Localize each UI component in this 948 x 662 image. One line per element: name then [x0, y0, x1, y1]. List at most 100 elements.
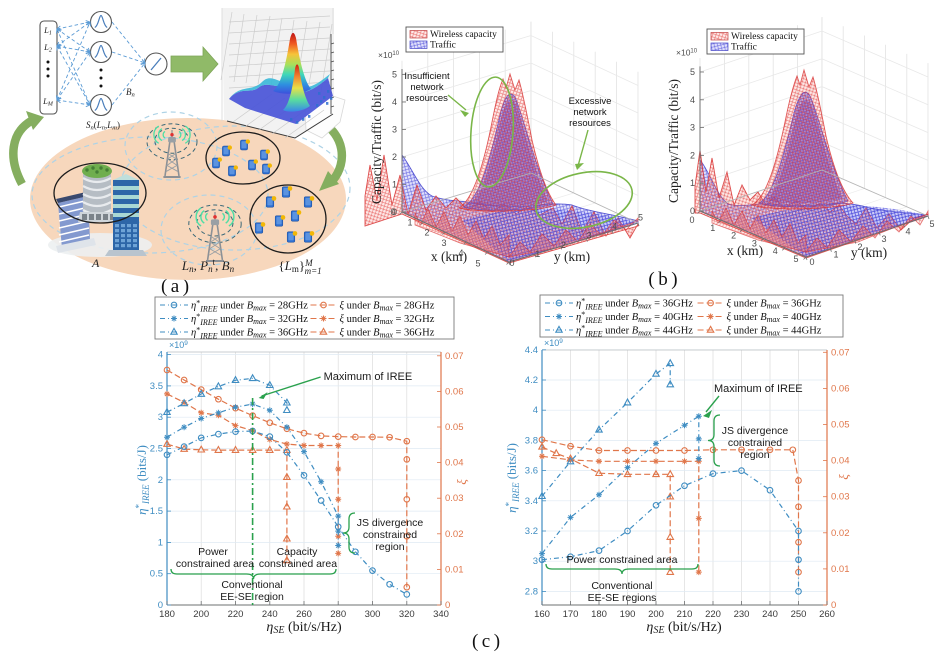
svg-text:4: 4 [392, 97, 397, 107]
svg-text:220: 220 [228, 609, 244, 620]
svg-text:L1: L1 [43, 25, 52, 37]
svg-text:constrained area: constrained area [259, 558, 337, 570]
svg-text:3: 3 [533, 556, 538, 567]
svg-text:2: 2 [158, 475, 163, 486]
svg-text:resources: resources [569, 118, 611, 129]
svg-text:{Lm}Mm=1: {Lm}M m=1 [278, 258, 321, 276]
svg-text:1: 1 [535, 249, 540, 259]
svg-text:260: 260 [819, 609, 835, 620]
svg-text:2: 2 [857, 242, 862, 252]
svg-text:320: 320 [399, 609, 415, 620]
svg-text:network: network [573, 107, 607, 118]
svg-text:4: 4 [612, 222, 617, 232]
svg-text:Insufficient: Insufficient [404, 71, 450, 82]
svg-text:EE-SE region: EE-SE region [220, 591, 284, 603]
svg-text:210: 210 [677, 609, 693, 620]
svg-text:×109: ×109 [169, 340, 188, 350]
svg-text:1.5: 1.5 [150, 506, 163, 517]
svg-text:220: 220 [705, 609, 721, 620]
svg-text:0.03: 0.03 [831, 492, 850, 503]
svg-text:Excessive: Excessive [569, 96, 612, 107]
svg-text:1: 1 [158, 537, 163, 548]
svg-text:x (km): x (km) [727, 243, 763, 258]
svg-text:5: 5 [793, 254, 798, 264]
svg-text:Sn(Ln,Lm): Sn(Ln,Lm) [86, 120, 120, 132]
svg-text:η*IREE under Bmax = 28GHz: η*IREE under Bmax = 28GHz [191, 299, 308, 314]
svg-text:240: 240 [762, 609, 778, 620]
svg-text:1: 1 [690, 178, 695, 188]
svg-text:180: 180 [591, 609, 607, 620]
svg-text:Power: Power [198, 546, 228, 558]
svg-text:Wireless capacity: Wireless capacity [731, 32, 798, 42]
svg-text:0: 0 [392, 207, 397, 217]
svg-text:0.07: 0.07 [445, 351, 464, 362]
svg-text:network: network [410, 82, 444, 93]
svg-text:Conventional: Conventional [591, 580, 652, 592]
svg-text:4.4: 4.4 [525, 345, 538, 356]
svg-text:Wireless capacity: Wireless capacity [430, 30, 497, 40]
svg-text:ξ: ξ [454, 479, 469, 485]
svg-text:ξ under Bmax = 36GHz: ξ under Bmax = 36GHz [339, 328, 434, 340]
svg-text:×1010: ×1010 [676, 47, 698, 57]
svg-text:0: 0 [809, 257, 814, 267]
svg-text:y (km): y (km) [851, 245, 887, 260]
svg-text:2.8: 2.8 [525, 586, 538, 597]
svg-text:1: 1 [710, 223, 715, 233]
svg-text:200: 200 [648, 609, 664, 620]
svg-text:3.5: 3.5 [150, 381, 163, 392]
svg-text:×109: ×109 [544, 338, 563, 348]
svg-text:0.05: 0.05 [831, 420, 850, 431]
svg-text:0: 0 [445, 600, 450, 611]
svg-text:η*IREE (bits/J): η*IREE (bits/J) [134, 445, 151, 515]
svg-text:4: 4 [773, 246, 778, 256]
svg-text:170: 170 [563, 609, 579, 620]
svg-text:200: 200 [193, 609, 209, 620]
svg-text:180: 180 [159, 609, 175, 620]
svg-text:3.4: 3.4 [525, 496, 538, 507]
svg-text:Maximum of IREE: Maximum of IREE [714, 383, 803, 395]
svg-text:3: 3 [881, 234, 886, 244]
svg-text:Capacity: Capacity [277, 546, 319, 558]
svg-text:0.07: 0.07 [831, 347, 850, 358]
svg-text:190: 190 [620, 609, 636, 620]
svg-text:4: 4 [158, 350, 163, 361]
svg-text:region: region [740, 449, 769, 461]
svg-text:0: 0 [509, 258, 514, 268]
svg-text:3.2: 3.2 [525, 526, 538, 537]
svg-text:260: 260 [296, 609, 312, 620]
svg-text:3.6: 3.6 [525, 466, 538, 477]
svg-text:region: region [375, 541, 404, 553]
svg-text:Maximum of IREE: Maximum of IREE [324, 371, 413, 383]
svg-text:ηSE (bit/s/Hz): ηSE (bit/s/Hz) [646, 620, 722, 636]
svg-text:0.05: 0.05 [445, 422, 464, 433]
svg-text:1: 1 [407, 217, 412, 227]
svg-text:resources: resources [406, 93, 448, 104]
svg-text:constrained: constrained [728, 437, 782, 449]
svg-text:JS divergence: JS divergence [722, 425, 789, 437]
svg-text:3: 3 [587, 231, 592, 241]
svg-text:0.03: 0.03 [445, 493, 464, 504]
svg-text:LM: LM [42, 96, 54, 108]
svg-text:0: 0 [390, 207, 395, 217]
svg-text:300: 300 [365, 609, 381, 620]
svg-text:3: 3 [392, 125, 397, 135]
svg-text:230: 230 [734, 609, 750, 620]
svg-text:y (km): y (km) [554, 249, 590, 264]
svg-text:(c): (c) [472, 631, 500, 652]
svg-text:Capacity/Traffic (bit/s): Capacity/Traffic (bit/s) [666, 79, 681, 203]
svg-text:1: 1 [392, 180, 397, 190]
svg-text:0.02: 0.02 [445, 529, 464, 540]
svg-text:2: 2 [392, 152, 397, 162]
svg-text:Traffic: Traffic [731, 42, 757, 53]
svg-text:3: 3 [752, 238, 757, 248]
svg-text:0: 0 [689, 215, 694, 225]
svg-text:0.04: 0.04 [831, 456, 850, 467]
svg-text:3: 3 [441, 238, 446, 248]
svg-text:η*IREE under Bmax = 36GHz: η*IREE under Bmax = 36GHz [576, 297, 693, 312]
svg-text:240: 240 [262, 609, 278, 620]
svg-text:Capacity/Traffic (bit/s): Capacity/Traffic (bit/s) [369, 80, 384, 204]
svg-text:ξ under Bmax = 32GHz: ξ under Bmax = 32GHz [339, 314, 434, 326]
svg-text:(b): (b) [648, 269, 677, 290]
svg-text:ξ under Bmax = 40GHz: ξ under Bmax = 40GHz [727, 312, 822, 324]
svg-text:5: 5 [392, 70, 397, 80]
